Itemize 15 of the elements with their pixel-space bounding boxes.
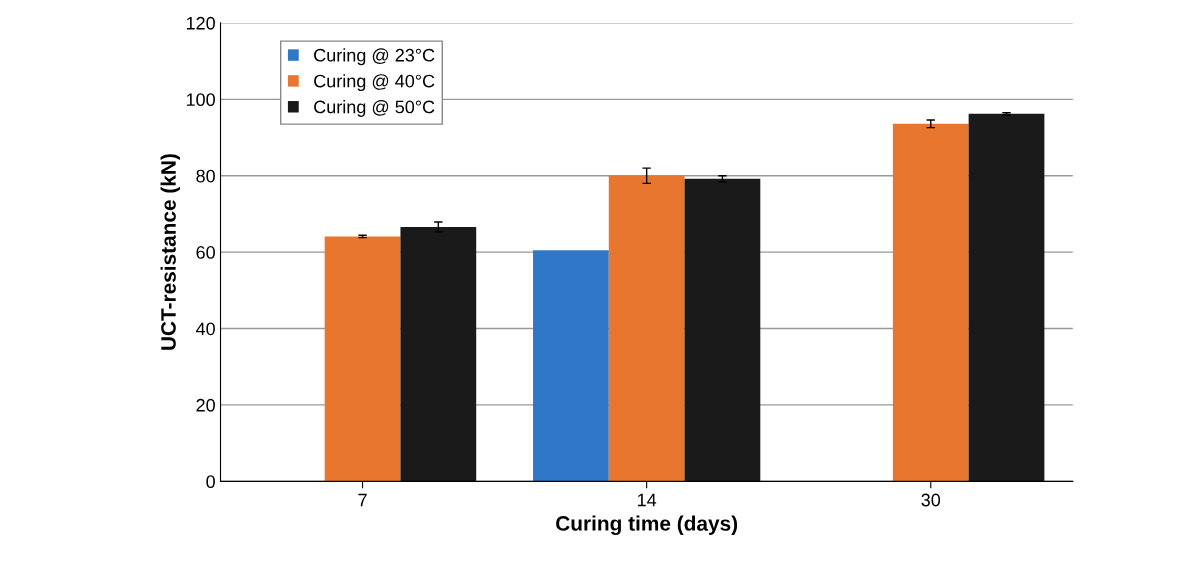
x-tick-label: 7	[358, 493, 367, 507]
y-tick-label: 20	[196, 398, 215, 412]
y-tick-label: 80	[196, 169, 215, 183]
x-tick-label: 14	[638, 493, 657, 507]
legend-label: Curing @ 23°C	[314, 48, 435, 66]
x-tick-label: 30	[921, 493, 941, 507]
y-tick-label: 0	[206, 475, 215, 489]
y-tick-label: 120	[186, 16, 215, 30]
legend-label: Curing @ 40°C	[314, 74, 435, 92]
y-tick-label: 40	[195, 322, 215, 336]
y-tick-label: 100	[186, 93, 215, 107]
legend-label: Curing @ 50°C	[314, 100, 435, 117]
x-axis-title: Curing time (days)	[556, 515, 738, 536]
y-axis-title: UCT-resistance (kN)	[160, 154, 180, 350]
y-tick-label: 60	[196, 246, 215, 259]
